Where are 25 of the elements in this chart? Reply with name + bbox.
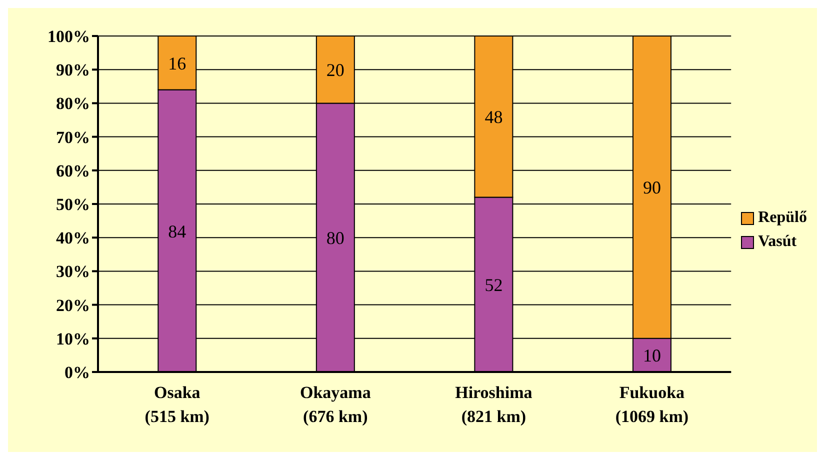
y-tick-label: 60% [56, 161, 90, 180]
x-tick-label: Osaka (515 km) [144, 383, 210, 426]
y-tick-label: 100% [48, 27, 90, 46]
x-tick-label: Fukuoka (1069 km) [615, 383, 689, 426]
data-label: 80 [326, 228, 344, 248]
legend-label: Repülő [758, 209, 807, 227]
x-tick-label: Okayama (676 km) [300, 383, 372, 426]
data-label: 16 [168, 53, 186, 74]
data-label: 90 [642, 178, 661, 198]
y-tick-label: 70% [56, 128, 90, 147]
y-tick-label: 20% [56, 296, 90, 315]
data-label: 48 [484, 107, 503, 128]
legend-label: Vasút [758, 233, 797, 251]
y-tick-label: 90% [56, 60, 90, 80]
y-tick-label: 50% [56, 195, 90, 214]
data-label: 20 [326, 60, 344, 80]
data-label: 52 [484, 275, 503, 296]
y-tick-label: 0% [64, 363, 90, 382]
y-tick-label: 40% [56, 228, 90, 248]
y-tick-label: 80% [56, 94, 90, 114]
data-label: 84 [168, 221, 186, 242]
data-label: 10 [642, 346, 661, 366]
y-tick-label: 30% [56, 262, 90, 282]
y-tick-label: 10% [56, 329, 90, 348]
x-tick-label: Hiroshima (821 km) [455, 383, 533, 426]
